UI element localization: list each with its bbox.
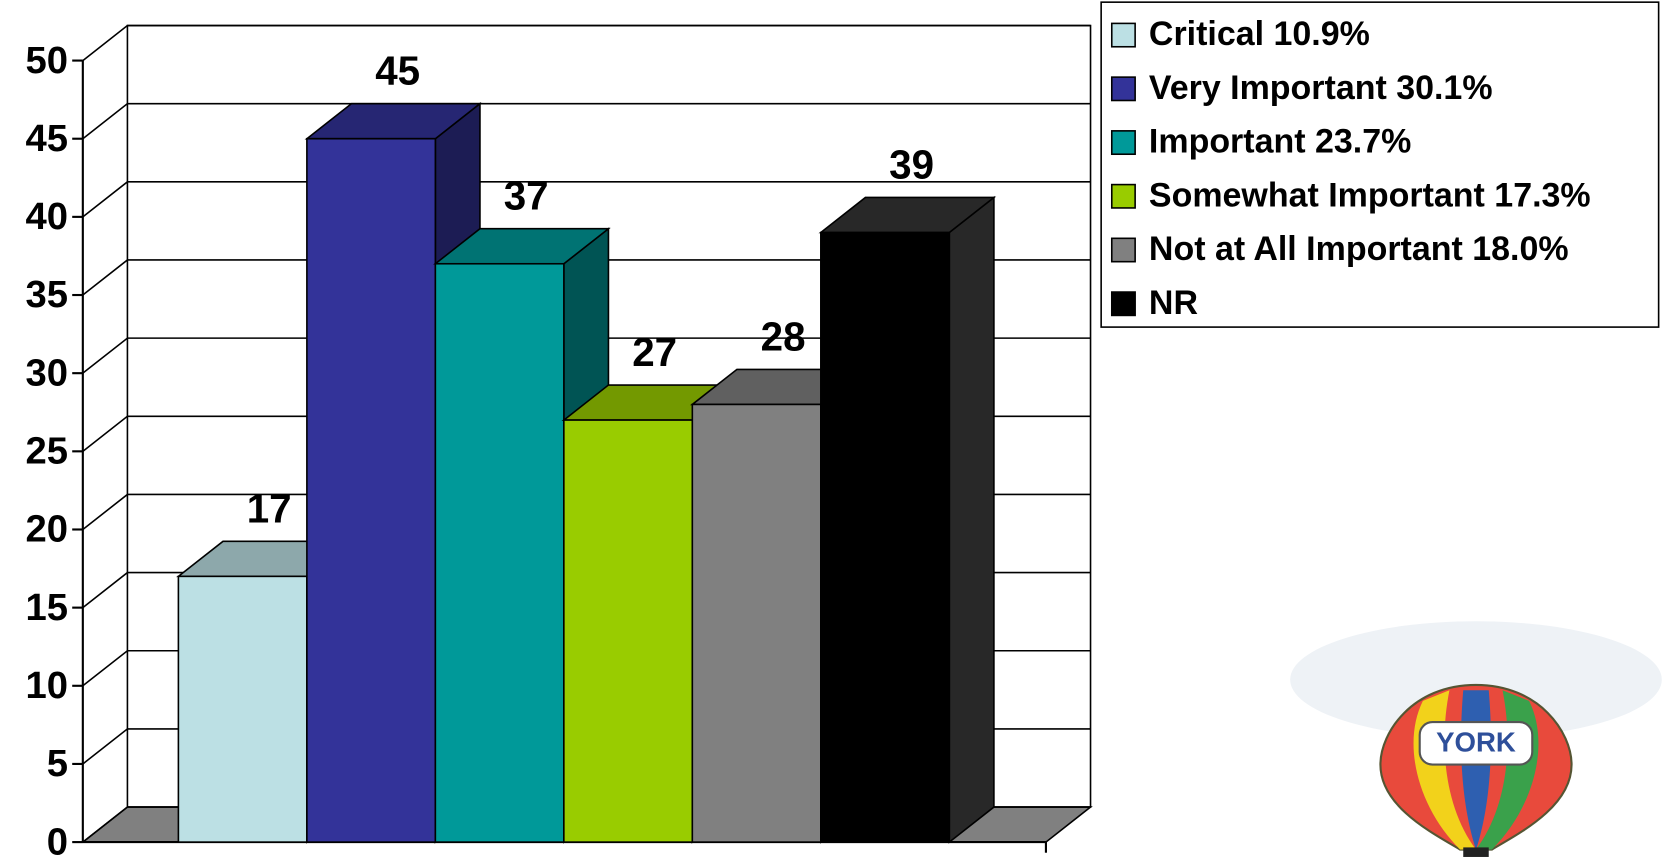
legend-label: Very Important 30.1%: [1149, 69, 1493, 107]
grid-line: [82, 337, 1091, 374]
grid-line: [82, 181, 1091, 218]
y-tick-label: 5: [47, 742, 68, 785]
grid-line: [82, 259, 1091, 296]
y-tick-label: 40: [25, 195, 68, 238]
y-tick-label: 25: [25, 430, 68, 473]
legend-label: Critical 10.9%: [1149, 15, 1370, 53]
legend-swatch: [1110, 76, 1136, 102]
y-tick-label: 50: [25, 39, 68, 82]
y-tick-label: 30: [25, 351, 68, 394]
logo: YORK: [1290, 621, 1662, 857]
legend-swatch: [1110, 22, 1136, 48]
y-tick-label: 10: [25, 664, 68, 707]
bar: [434, 262, 565, 843]
bar: [820, 231, 951, 843]
legend-label: Somewhat Important 17.3%: [1149, 176, 1591, 214]
bar-side: [948, 195, 995, 844]
logo-plate: [1418, 721, 1534, 766]
logo-cloud: [1290, 621, 1662, 739]
legend-label: NR: [1149, 284, 1198, 322]
legend-swatch: [1110, 130, 1136, 156]
y-tick-label: 20: [25, 508, 68, 551]
legend-label: Important 23.7%: [1149, 123, 1411, 161]
grid-line: [82, 24, 1091, 62]
y-tick-label: 15: [25, 586, 68, 629]
value-label: 17: [247, 485, 292, 531]
legend-label: Not at All Important 18.0%: [1149, 230, 1569, 268]
legend-swatch: [1110, 291, 1136, 317]
legend-swatch: [1110, 183, 1136, 209]
bar: [177, 575, 308, 843]
y-tick-label: 45: [25, 117, 68, 160]
bar: [563, 419, 694, 843]
logo-text: YORK: [1436, 727, 1516, 758]
grid-line: [82, 102, 1091, 140]
value-label: 37: [504, 173, 549, 219]
logo-basket: [1463, 847, 1489, 857]
value-label: 45: [375, 48, 420, 94]
legend-swatch: [1110, 237, 1136, 263]
value-label: 28: [761, 313, 806, 359]
y-tick-label: 0: [47, 820, 68, 857]
y-tick-label: 35: [25, 273, 68, 316]
legend-box: [1100, 1, 1660, 328]
value-label: 39: [889, 141, 934, 187]
bar: [306, 137, 437, 843]
bar: [691, 403, 822, 843]
value-label: 27: [632, 329, 677, 375]
